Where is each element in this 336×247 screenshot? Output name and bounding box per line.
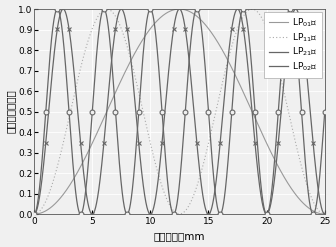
LP$_{21}$模	[143, 200, 148, 203]
LP$_{01}$模	[323, 213, 327, 216]
LP$_{02}$模	[323, 110, 327, 113]
Line: LP$_{02}$模: LP$_{02}$模	[34, 9, 325, 214]
LP$_{02}$模	[143, 28, 148, 31]
X-axis label: 传播距离，mm: 传播距离，mm	[154, 231, 205, 242]
LP$_{21}$模	[286, 42, 290, 45]
LP$_{21}$模	[61, 8, 65, 11]
LP$_{01}$模	[32, 213, 36, 216]
LP$_{11}$模	[317, 210, 321, 213]
LP$_{01}$模	[65, 187, 69, 190]
LP$_{11}$模	[323, 213, 327, 216]
LP$_{02}$模	[65, 88, 69, 91]
Line: LP$_{21}$模: LP$_{21}$模	[34, 9, 325, 214]
Line: LP$_{11}$模: LP$_{11}$模	[34, 9, 325, 214]
LP$_{01}$模	[177, 8, 181, 11]
LP$_{21}$模	[65, 18, 69, 21]
Y-axis label: 归一化能量曲线: 归一化能量曲线	[6, 90, 15, 133]
LP$_{21}$模	[32, 213, 36, 216]
LP$_{02}$模	[83, 198, 87, 201]
LP$_{01}$模	[317, 212, 321, 215]
LP$_{11}$模	[65, 124, 69, 127]
LP$_{11}$模	[105, 8, 109, 11]
LP$_{11}$模	[82, 52, 86, 55]
LP$_{11}$模	[286, 107, 290, 110]
LP$_{02}$模	[55, 8, 59, 11]
LP$_{21}$模	[83, 180, 87, 183]
LP$_{01}$模	[156, 18, 160, 21]
LP$_{02}$模	[32, 213, 36, 216]
LP$_{01}$模	[286, 182, 290, 185]
Line: LP$_{01}$模: LP$_{01}$模	[34, 9, 325, 214]
LP$_{01}$模	[82, 158, 86, 161]
LP$_{21}$模	[323, 213, 327, 216]
LP$_{01}$模	[143, 34, 148, 37]
LP$_{21}$模	[317, 194, 321, 197]
LP$_{02}$模	[156, 61, 160, 63]
LP$_{02}$模	[286, 11, 290, 14]
LP$_{11}$模	[32, 213, 36, 216]
Legend: LP$_{01}$模, LP$_{11}$模, LP$_{21}$模, LP$_{02}$模: LP$_{01}$模, LP$_{11}$模, LP$_{21}$模, LP$_…	[264, 12, 322, 78]
LP$_{21}$模	[156, 178, 160, 181]
LP$_{11}$模	[156, 173, 160, 176]
LP$_{02}$模	[317, 181, 321, 184]
LP$_{11}$模	[143, 122, 148, 124]
